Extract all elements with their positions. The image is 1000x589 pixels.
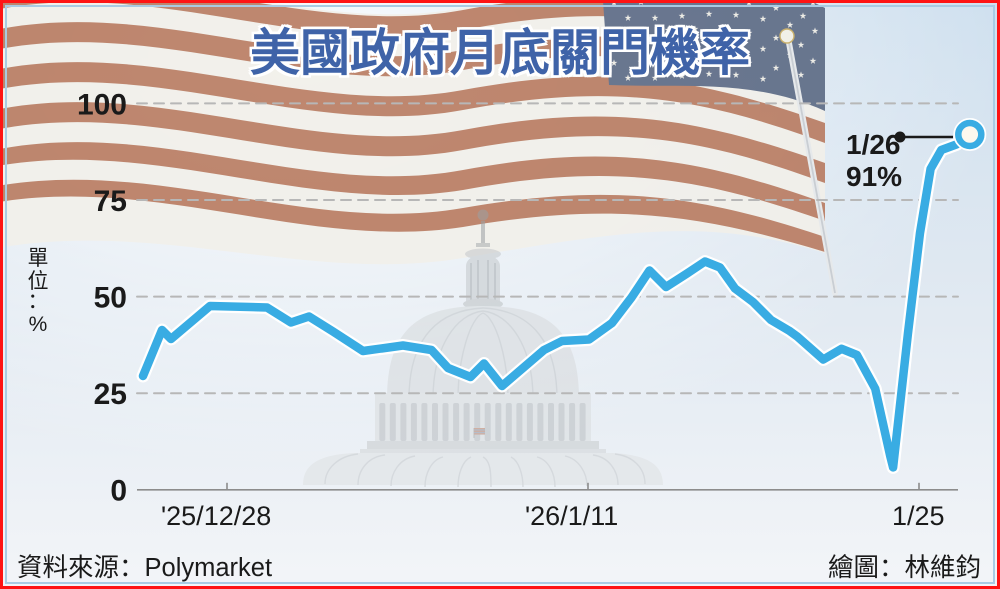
svg-text:1/26: 1/26	[846, 129, 901, 160]
svg-text:：: ：	[28, 290, 49, 313]
svg-text:91%: 91%	[846, 161, 902, 192]
svg-text:單: 單	[28, 247, 49, 270]
svg-text:25: 25	[94, 378, 127, 411]
svg-text:繪圖：林維鈞: 繪圖：林維鈞	[828, 554, 981, 582]
svg-text:50: 50	[94, 282, 127, 315]
svg-text:資料來源：Polymarket: 資料來源：Polymarket	[17, 554, 272, 582]
svg-text:75: 75	[94, 185, 127, 218]
svg-text:%: %	[29, 313, 48, 336]
svg-text:1/25: 1/25	[892, 501, 945, 531]
svg-text:0: 0	[110, 475, 127, 508]
svg-text:'26/1/11: '26/1/11	[525, 501, 618, 531]
svg-text:'25/12/28: '25/12/28	[161, 501, 271, 531]
svg-text:100: 100	[77, 89, 127, 122]
